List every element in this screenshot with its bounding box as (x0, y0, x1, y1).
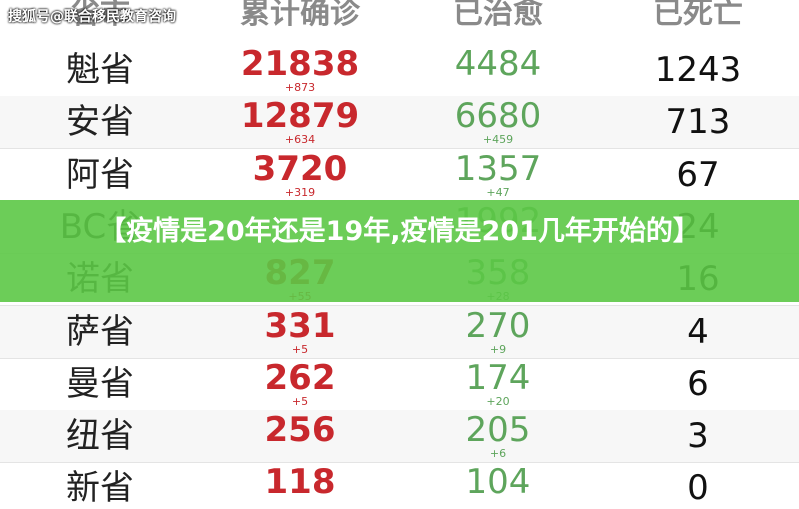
header-cell: 已死亡 (653, 0, 743, 31)
table-row: 纽省 256 205 +6 3 (0, 410, 799, 464)
confirmed: 12879 (240, 96, 360, 137)
cured-new: +9 (489, 342, 507, 356)
deaths: 4 (687, 311, 709, 352)
table-row: 阿省 3720 +319 1357 +47 67 (0, 149, 799, 202)
header-cell: 累计确诊 (240, 0, 360, 31)
confirmed-new: +634 (284, 133, 316, 147)
deaths: 1243 (654, 50, 742, 90)
province: 阿省 (66, 154, 134, 195)
deaths: 0 (687, 468, 709, 509)
cured-new: +459 (482, 133, 514, 147)
confirmed: 118 (264, 462, 336, 503)
cured: 205 (465, 410, 531, 451)
province: 安省 (66, 102, 134, 143)
banner: 【疫情是20年还是19年,疫情是201几年开始的】 (0, 200, 799, 302)
confirmed: 3720 (252, 148, 348, 189)
deaths: 3 (687, 416, 709, 457)
confirmed: 331 (264, 305, 336, 346)
province: 新省 (66, 468, 134, 509)
province: 魁省 (66, 50, 134, 90)
watermark: 搜狐号@联合移民教育咨询 (8, 9, 176, 25)
confirmed-new: +319 (284, 185, 316, 199)
cured-new: +6 (489, 447, 507, 461)
cured: 1357 (454, 148, 542, 189)
table-row: 萨省 331 +5 270 +9 4 (0, 305, 799, 359)
confirmed: 21838 (240, 44, 360, 84)
confirmed: 256 (264, 410, 336, 451)
confirmed-new: +5 (291, 342, 309, 356)
cured: 104 (465, 462, 531, 503)
cured: 4484 (454, 44, 542, 84)
cured-new: +47 (486, 185, 510, 199)
table-row: 安省 12879 +634 6680 +459 713 (0, 96, 799, 150)
province: 萨省 (66, 311, 134, 352)
cured: 6680 (454, 96, 542, 137)
table-row: 魁省 21838 +873 4484 1243 (0, 44, 799, 97)
deaths: 67 (676, 154, 720, 195)
header-cell: 省市 (70, 0, 130, 31)
cured: 270 (465, 305, 531, 346)
cured: 174 (465, 357, 531, 398)
header-cell: 已治愈 (453, 0, 543, 31)
cured-new: +20 (486, 394, 510, 408)
table-row: 新省 118 104 0 (0, 462, 799, 509)
confirmed: 262 (264, 357, 336, 398)
confirmed-new: +873 (284, 81, 316, 94)
deaths: 6 (687, 363, 709, 404)
table-row: 曼省 262 +5 174 +20 6 (0, 358, 799, 411)
deaths: 713 (665, 102, 731, 143)
confirmed-new: +5 (291, 394, 309, 408)
province: 曼省 (66, 363, 134, 404)
province: 纽省 (66, 416, 134, 457)
